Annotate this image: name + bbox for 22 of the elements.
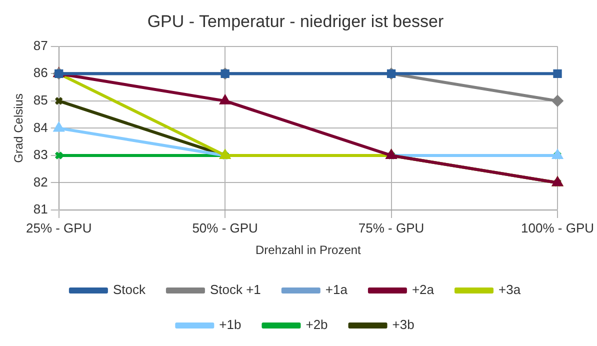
y-axis-title: Grad Celsius: [12, 94, 26, 163]
legend-label: +2a: [412, 282, 435, 298]
legend-label: Stock +1: [210, 282, 261, 298]
y-tick-label: 87: [33, 38, 48, 53]
y-tick-label: 86: [33, 65, 48, 80]
chart-title: GPU - Temperatur - niedriger ist besser: [147, 12, 444, 31]
x-tick-label: 75% - GPU: [358, 220, 424, 236]
y-tick-label: 81: [33, 202, 48, 217]
legend-label: +3b: [392, 317, 414, 332]
y-tick-label: 84: [33, 120, 48, 135]
legend-label: Stock: [112, 282, 146, 298]
x-tick-label: 100% - GPU: [521, 220, 594, 236]
legend-label: +1b: [219, 317, 242, 332]
x-axis-title: Drehzahl in Prozent: [255, 243, 362, 258]
legend-label: +3a: [498, 282, 522, 298]
y-tick-label: 85: [33, 92, 48, 108]
y-tick-label: 83: [33, 147, 48, 162]
x-tick-label: 50% - GPU: [192, 220, 258, 236]
x-tick-label: 25% - GPU: [26, 220, 92, 236]
legend-label: +1a: [325, 282, 348, 298]
y-tick-label: 82: [33, 174, 48, 190]
legend-label: +2b: [306, 317, 328, 332]
